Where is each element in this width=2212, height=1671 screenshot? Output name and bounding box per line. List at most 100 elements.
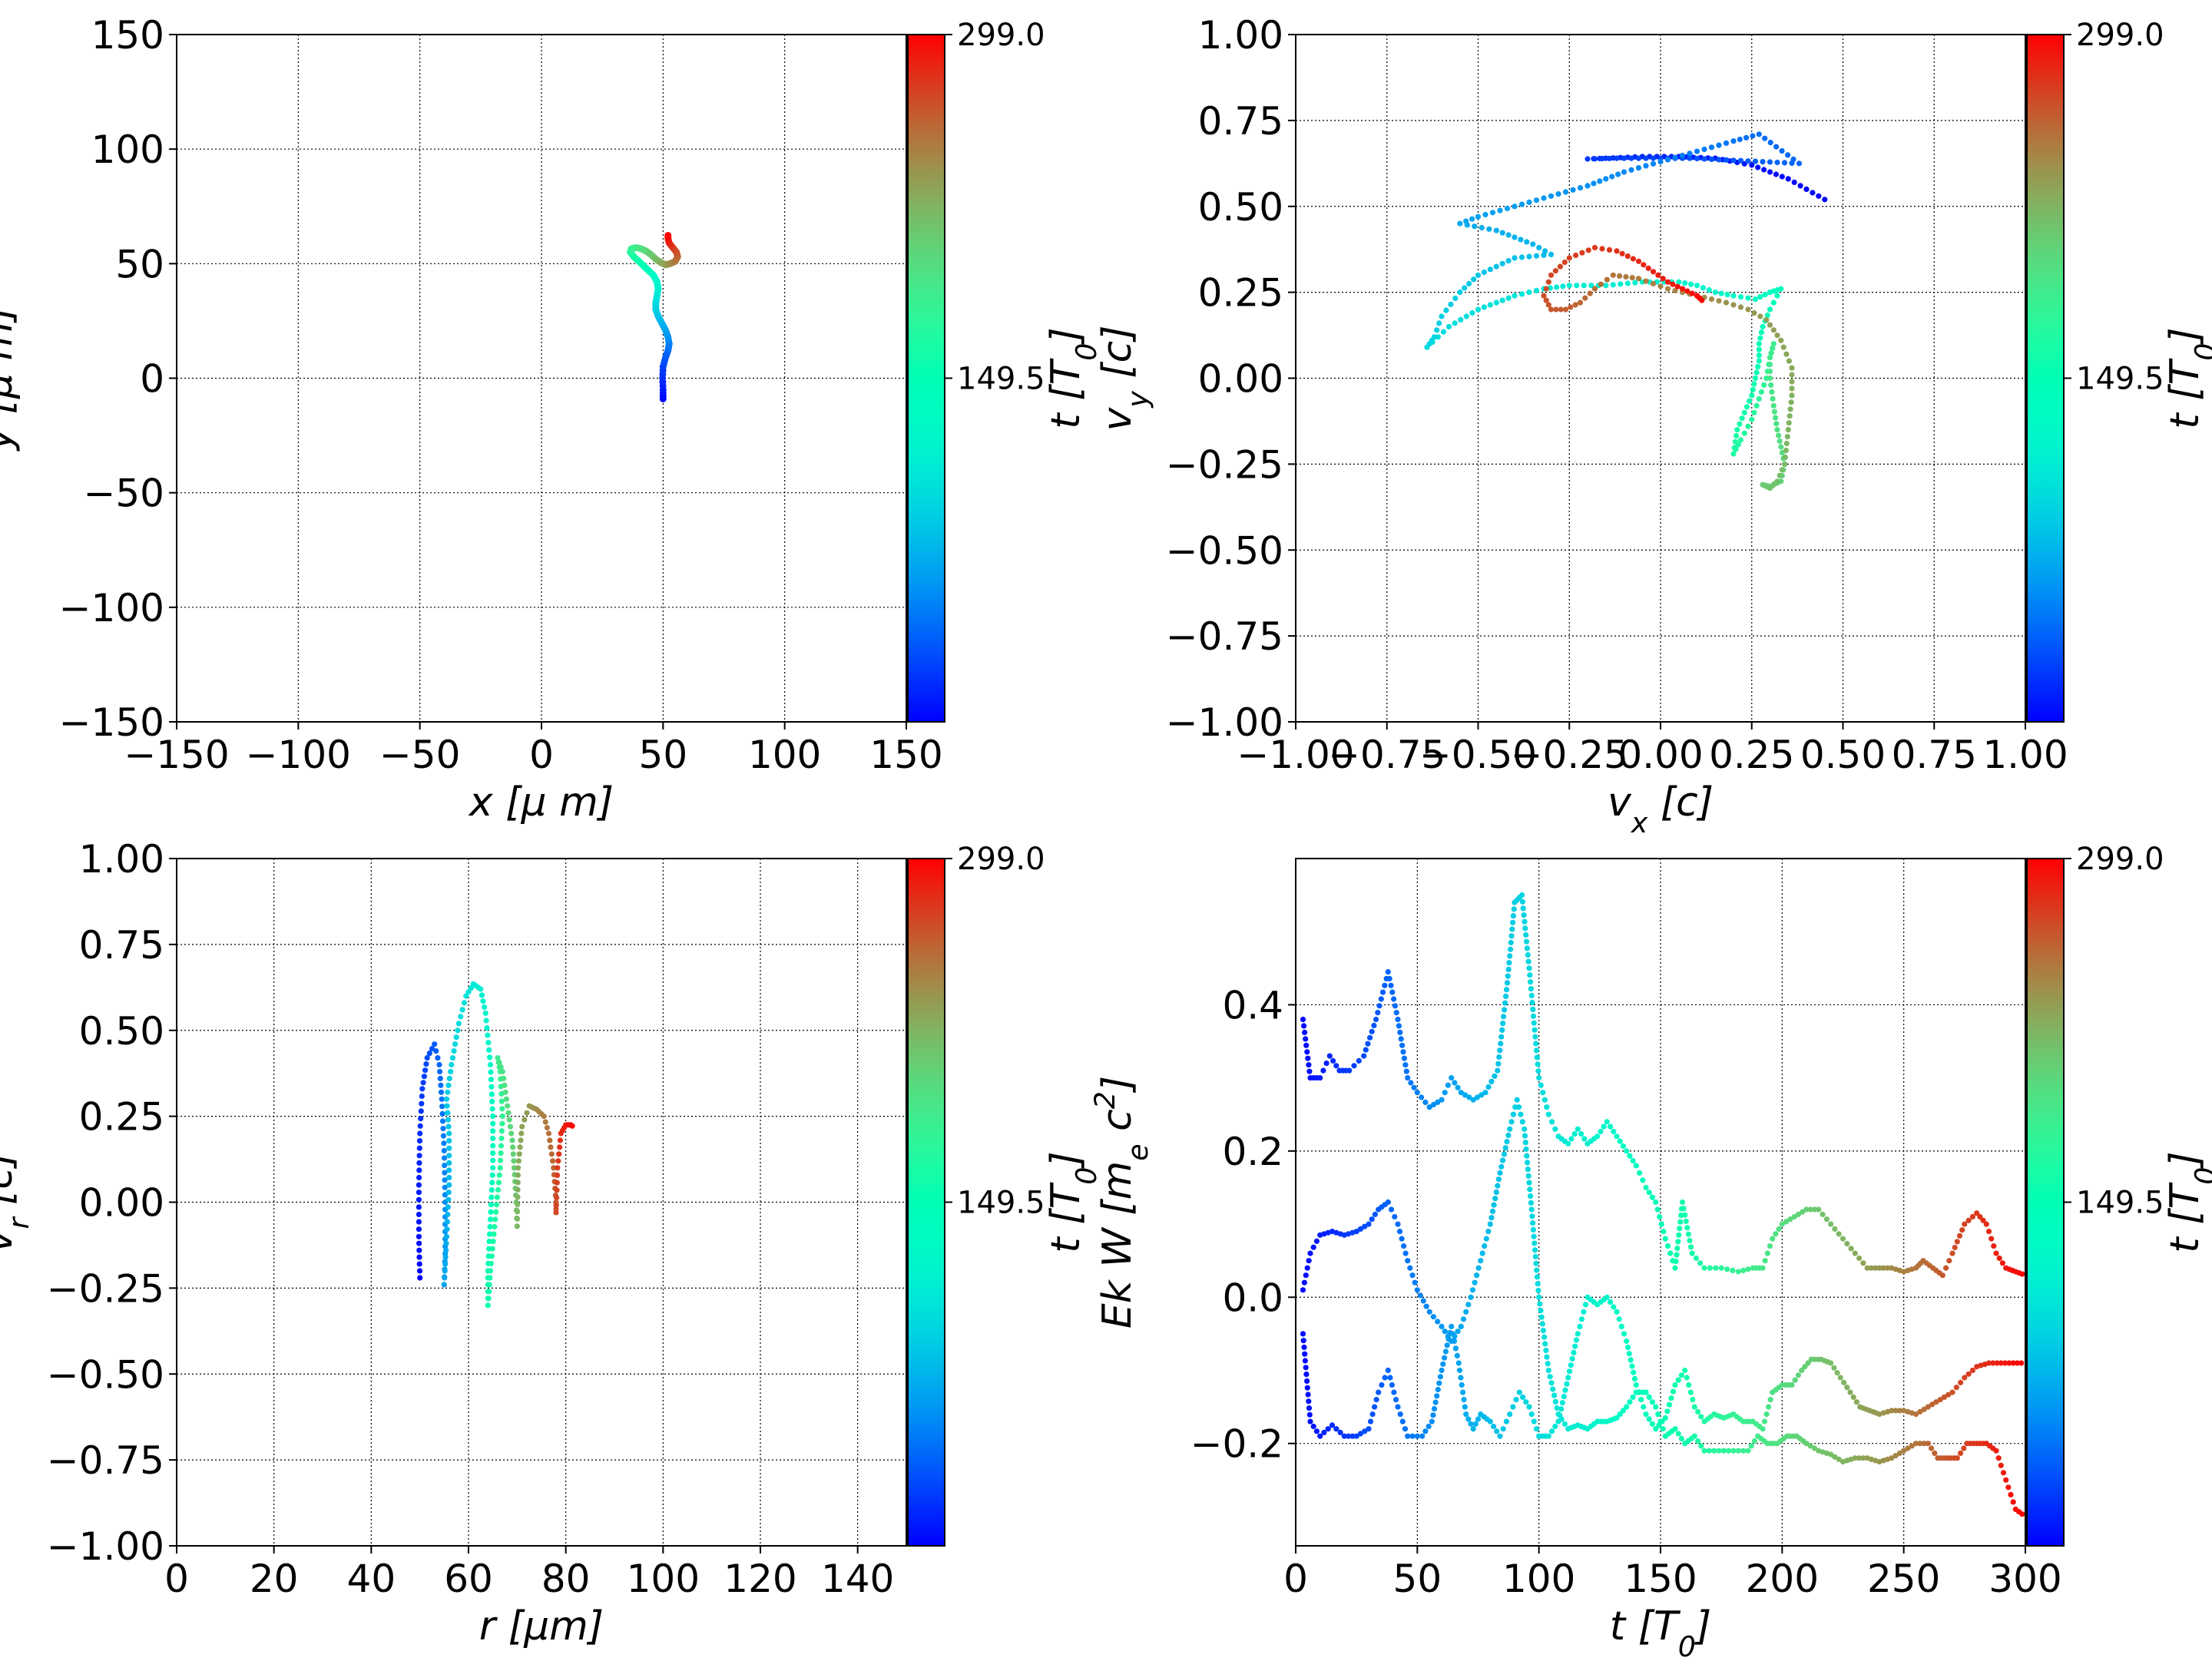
data-point	[1440, 329, 1446, 335]
data-point	[1419, 1433, 1426, 1439]
data-point	[1676, 279, 1682, 285]
data-point	[486, 1047, 492, 1053]
data-point	[1562, 306, 1569, 313]
data-point	[1366, 1426, 1372, 1432]
data-point	[1512, 293, 1518, 299]
colorbar-tick-label: 299.0	[957, 18, 1045, 53]
data-point	[1321, 1429, 1327, 1435]
data-point	[1603, 283, 1609, 289]
data-point	[1716, 298, 1722, 304]
data-point	[1482, 1243, 1488, 1249]
data-point	[1781, 160, 1788, 166]
data-point	[1545, 1111, 1551, 1117]
data-point	[445, 1117, 452, 1123]
data-point	[498, 1128, 505, 1134]
data-point	[1694, 155, 1700, 162]
data-point	[1797, 183, 1803, 189]
data-point	[518, 1137, 524, 1143]
data-point	[1628, 167, 1634, 173]
data-point	[488, 1202, 495, 1208]
data-point	[1548, 306, 1555, 313]
data-point	[1520, 1394, 1526, 1400]
data-point	[1494, 1428, 1500, 1434]
x-tick-label: 100	[627, 1557, 700, 1601]
y-tick-label: 0	[140, 357, 164, 402]
data-point	[1770, 299, 1777, 306]
data-point	[497, 1165, 503, 1171]
data-point	[1802, 1364, 1808, 1370]
data-point	[1779, 147, 1785, 154]
data-point	[1733, 446, 1739, 452]
grid	[177, 35, 906, 722]
data-point	[1524, 945, 1530, 951]
data-point	[1998, 1462, 2004, 1468]
data-point	[1499, 260, 1505, 266]
data-point	[1564, 1381, 1570, 1387]
data-point	[1432, 1399, 1439, 1405]
data-point	[1527, 1186, 1533, 1193]
data-point	[1769, 389, 1775, 395]
data-point	[1536, 1294, 1542, 1300]
data-point	[1850, 1394, 1856, 1400]
data-point	[1646, 1190, 1652, 1196]
data-point	[499, 1120, 505, 1127]
data-point	[1538, 1082, 1544, 1088]
data-point	[1512, 255, 1518, 261]
data-point	[1604, 1294, 1610, 1300]
data-point	[1660, 1426, 1666, 1432]
data-point	[1937, 1397, 1943, 1403]
data-point	[1566, 1368, 1573, 1375]
data-point	[1429, 1418, 1435, 1424]
data-point	[1836, 1231, 1842, 1237]
data-point	[1330, 1057, 1336, 1064]
data-point	[1457, 290, 1463, 296]
data-point	[1654, 1206, 1661, 1213]
data-point	[442, 1163, 448, 1169]
data-point	[1606, 247, 1613, 253]
data-point	[1420, 1298, 1426, 1304]
data-point	[1749, 416, 1755, 422]
data-point	[1933, 1399, 1939, 1405]
data-point	[449, 1061, 455, 1068]
data-point	[1522, 1140, 1528, 1146]
data-point	[1500, 1426, 1506, 1432]
data-point	[488, 1077, 495, 1083]
data-point	[488, 1253, 495, 1259]
data-point	[1783, 447, 1789, 454]
data-point	[1505, 258, 1512, 264]
data-point	[1578, 1316, 1584, 1322]
data-point	[518, 1130, 525, 1137]
data-point	[494, 1194, 501, 1200]
y-tick-label: 0.0	[1222, 1276, 1283, 1320]
data-point	[1353, 1433, 1359, 1439]
data-point	[1534, 1267, 1540, 1273]
data-point	[1305, 1055, 1311, 1061]
data-point	[555, 1158, 561, 1164]
y-tick-label: 0.25	[79, 1095, 164, 1140]
data-point	[1388, 982, 1394, 988]
data-point	[515, 1172, 522, 1178]
data-point	[1455, 1360, 1462, 1366]
data-point	[1643, 1389, 1649, 1395]
data-point	[1831, 1365, 1837, 1371]
data-point	[1672, 154, 1678, 160]
data-point	[1523, 1146, 1529, 1153]
data-point	[1672, 287, 1678, 293]
data-point	[1773, 421, 1780, 427]
data-point	[1414, 1287, 1420, 1293]
data-point	[1543, 297, 1549, 303]
data-point	[1695, 1408, 1701, 1415]
data-point	[1774, 293, 1780, 299]
data-point	[489, 1098, 495, 1104]
data-point	[490, 1143, 496, 1149]
data-point	[498, 1064, 504, 1070]
data-point	[1487, 302, 1493, 308]
data-point	[1498, 1163, 1505, 1170]
data-point	[1780, 344, 1786, 350]
data-point	[1683, 1218, 1689, 1225]
data-point	[1310, 1244, 1316, 1250]
data-point	[1385, 969, 1391, 975]
grid	[1296, 859, 2025, 1546]
data-point	[1300, 1331, 1306, 1337]
data-point	[1737, 136, 1743, 143]
